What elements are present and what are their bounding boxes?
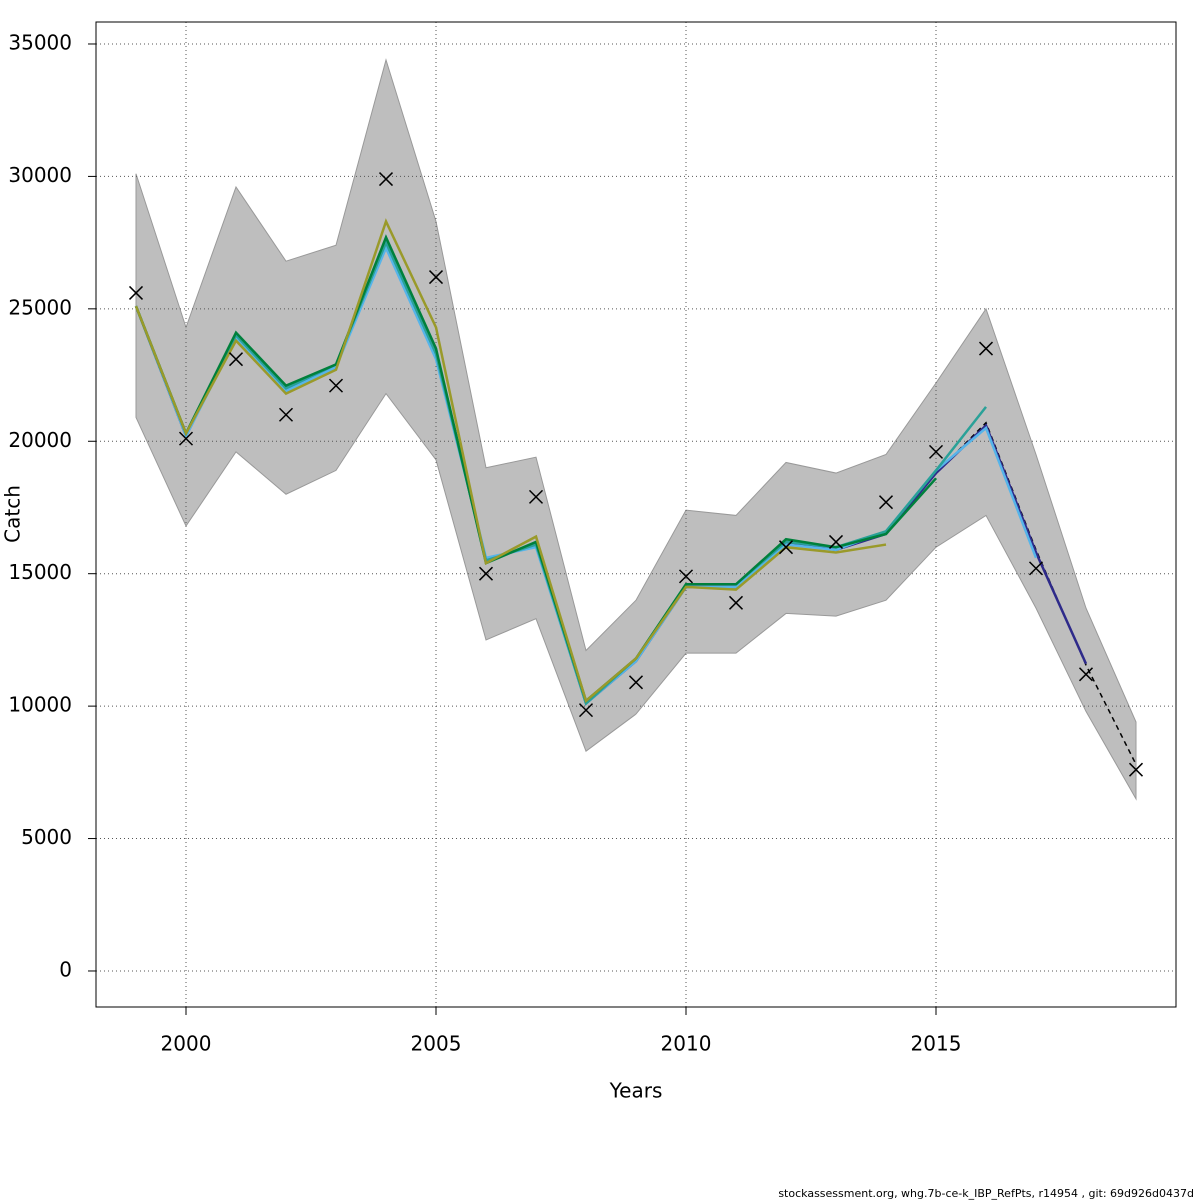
line-series <box>134 218 887 704</box>
y-tick-label: 30000 <box>8 163 72 187</box>
observed-point <box>1028 561 1044 576</box>
x-tick-label: 2005 <box>411 1032 462 1056</box>
y-axis-label: Catch <box>1 485 25 543</box>
observed-point <box>828 534 844 549</box>
y-tick-label: 10000 <box>8 693 72 717</box>
observed-point <box>728 595 744 610</box>
y-tick-label: 0 <box>59 957 72 981</box>
x-tick-label: 2010 <box>661 1032 712 1056</box>
x-axis-label: Years <box>609 1079 663 1103</box>
observed-point <box>278 407 294 422</box>
observed-point <box>978 341 994 356</box>
observed-point <box>128 285 144 300</box>
y-tick-label: 15000 <box>8 560 72 584</box>
observed-point <box>478 566 494 581</box>
line-series <box>134 234 937 703</box>
plot-frame <box>95 21 1177 1008</box>
observed-point <box>378 172 394 187</box>
y-tick-label: 20000 <box>8 428 72 452</box>
x-tick-label: 2015 <box>911 1032 962 1056</box>
observed-point <box>928 444 944 459</box>
footnote: stockassessment.org, whg.7b-ce-k_IBP_Ref… <box>778 1187 1194 1200</box>
observed-point <box>678 569 694 584</box>
y-tick-label: 5000 <box>21 825 72 849</box>
observed-point <box>428 270 444 285</box>
observed-point <box>228 352 244 367</box>
observed-point <box>178 431 194 446</box>
x-tick-label: 2000 <box>161 1032 212 1056</box>
y-tick-label: 25000 <box>8 295 72 319</box>
observed-point <box>878 495 894 510</box>
observed-point <box>1128 762 1144 777</box>
observed-point <box>628 675 644 690</box>
observed-point <box>1078 667 1094 682</box>
observed-point <box>528 489 544 504</box>
observed-point <box>328 378 344 393</box>
observed-point <box>778 540 794 555</box>
y-tick-label: 35000 <box>8 30 72 54</box>
observed-point <box>578 703 594 718</box>
